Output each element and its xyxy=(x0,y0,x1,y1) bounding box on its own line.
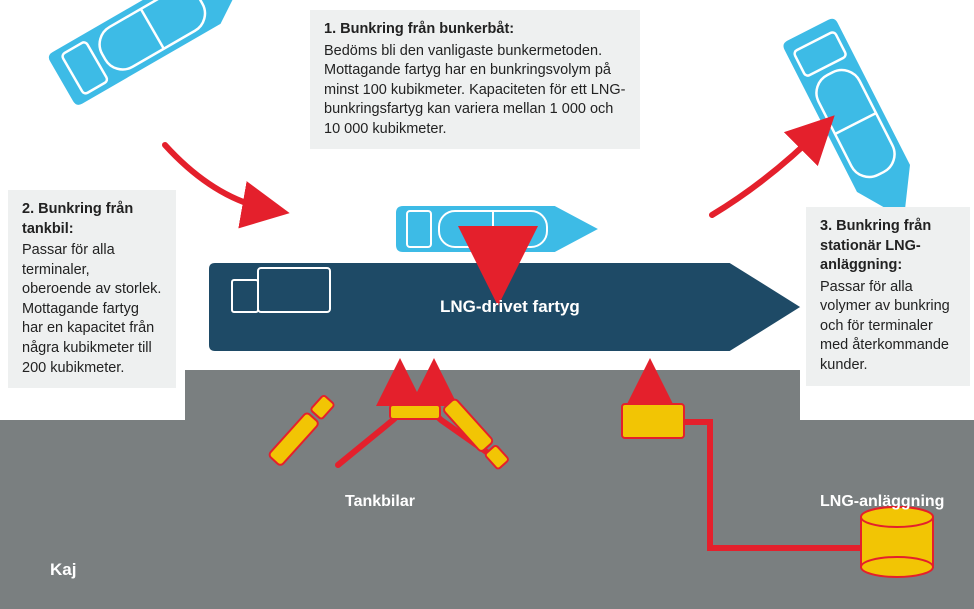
lng-bunkering-infographic: 1. Bunkring från bunkerbåt: Bedöms bli d… xyxy=(0,0,974,609)
textbox-1-body: Bedöms bli den vanligaste bunkermetoden.… xyxy=(324,43,625,137)
label-main-ship: LNG-drivet fartyg xyxy=(440,297,580,317)
bunker-ship-large-left xyxy=(45,0,262,109)
arrow-left-down xyxy=(165,145,272,210)
label-lng-facility: LNG-anläggning xyxy=(820,493,944,511)
textbox-2-body: Passar för alla terminaler, oberoende av… xyxy=(22,242,161,375)
quay-shape xyxy=(0,370,974,609)
textbox-1-title: 1. Bunkring från bunkerbåt: xyxy=(324,20,626,40)
textbox-1-bunker-ship: 1. Bunkring från bunkerbåt: Bedöms bli d… xyxy=(310,10,640,149)
label-tank-trucks: Tankbilar xyxy=(345,493,415,511)
textbox-2-tank-truck: 2. Bunkring från tankbil: Passar för all… xyxy=(8,190,176,388)
bunker-ship-small xyxy=(395,205,600,253)
pipe-valve-box xyxy=(622,404,684,438)
bunker-ship-large-right xyxy=(780,15,933,235)
pipe-joint-trucks xyxy=(390,405,440,419)
textbox-3-body: Passar för alla volymer av bunkring och … xyxy=(820,279,950,373)
lng-facility-tank xyxy=(861,507,933,577)
textbox-3-stationary: 3. Bunkring från stationär LNG-anläggnin… xyxy=(806,207,970,386)
textbox-2-title: 2. Bunkring från tankbil: xyxy=(22,200,162,239)
label-quay: Kaj xyxy=(50,560,76,580)
textbox-3-title: 3. Bunkring från stationär LNG-anläggnin… xyxy=(820,217,956,276)
arrow-right-up xyxy=(712,128,822,215)
